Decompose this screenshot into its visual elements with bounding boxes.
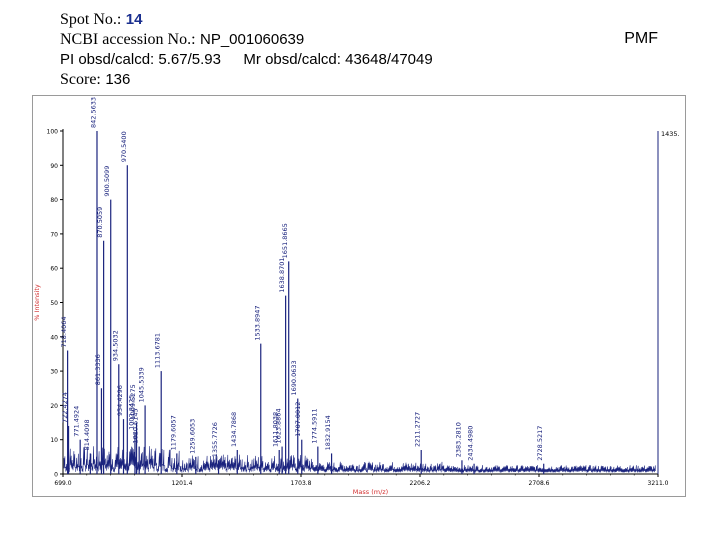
peak-label: 954.4296 [116, 385, 124, 416]
peak-label: 1832.9154 [324, 415, 332, 450]
peak-label: 1623.8864 [275, 408, 283, 443]
ncbi-line: NCBI accession No.: NP_001060639 [60, 30, 433, 50]
spot-value: 14 [125, 11, 143, 28]
peak-label: 2211.2727 [414, 412, 422, 447]
x-tick-label: 1703.8 [291, 480, 312, 487]
peak-label: 718.4064 [60, 317, 68, 348]
y-tick-label: 80 [50, 197, 58, 204]
y-tick-label: 30 [50, 369, 58, 376]
spot-label: Spot No.: [60, 11, 122, 28]
peak-label: 1690.0633 [290, 360, 298, 395]
y-axis-title: % Intensity [33, 284, 41, 321]
y-tick-label: 90 [50, 163, 58, 170]
pi-mr-line: PI obsd/calcd: 5.67/5.93 Mr obsd/calcd: … [60, 50, 433, 70]
pmf-label: PMF [624, 30, 658, 47]
peak-label: 870.5059 [96, 207, 104, 238]
peak-label: 1774.5911 [310, 408, 318, 443]
peak-label: 2434.4980 [467, 426, 475, 461]
y-tick-label: 100 [47, 129, 59, 136]
x-axis-title: Mass (m/z) [353, 488, 388, 496]
peak-label: 1707.0012 [294, 402, 302, 437]
spot-info-header: Spot No.: 14 NCBI accession No.: NP_0010… [60, 10, 433, 90]
peak-label: 814.4098 [83, 419, 91, 450]
peak-label: 1651.8665 [281, 223, 289, 258]
peak-label: 1638.8701 [278, 257, 286, 292]
peak-labels-layer: 722.4274 771.4924 718.4064 814.4098 842.5633… [60, 97, 544, 461]
peak-label: 2383.2810 [454, 422, 462, 457]
peak-label: 771.4924 [73, 406, 81, 437]
peak-label: 1009.5275 [129, 384, 137, 419]
peak-label: 1002.8425 [127, 395, 135, 430]
peak-label: 722.4274 [61, 392, 69, 423]
ncbi-value: NP_001060639 [199, 31, 305, 48]
spectrum-panel: 0 10 20 30 40 50 60 70 80 90 100 699.0 1201.4 1703.8 2… [32, 95, 686, 497]
mass-spectrum-chart: 0 10 20 30 40 50 60 70 80 90 100 699.0 1201.4 1703.8 2… [33, 97, 680, 497]
spot-line: Spot No.: 14 [60, 10, 433, 30]
x-tick-label: 2206.2 [410, 480, 431, 487]
peak-label: 1533.8947 [253, 306, 261, 341]
y-tick-label: 50 [50, 300, 58, 307]
x-tick-label: 699.0 [54, 480, 71, 487]
x-tick-label: 2708.6 [529, 480, 550, 487]
y-tick-label: 70 [50, 231, 58, 238]
peak-label: 1179.6057 [169, 415, 177, 450]
x-tick-label: 3211.0 [648, 480, 669, 487]
peak-label: 900.5099 [103, 166, 111, 197]
pi-text: PI obsd/calcd: 5.67/5.93 [60, 51, 221, 68]
mr-text: Mr obsd/calcd: 43648/47049 [243, 51, 433, 68]
axes: 0 10 20 30 40 50 60 70 80 90 100 699.0 1201.4 1703.8 2… [33, 129, 680, 497]
peak-label: 1611.8038 [272, 412, 280, 447]
peaks-layer [67, 131, 545, 474]
peak-label: 1259.6053 [188, 419, 196, 454]
peak-label: 1113.6781 [154, 333, 162, 368]
y-tick-label: 20 [50, 403, 58, 410]
peak-label: 934.5032 [111, 330, 119, 361]
score-value: 136 [105, 71, 131, 88]
y-tick-label: 0 [54, 472, 58, 479]
peak-label: 1355.7726 [211, 422, 219, 457]
y-tick-label: 40 [50, 334, 58, 341]
max-intensity-label: 1435. [661, 130, 680, 138]
baseline-noise [63, 446, 656, 473]
x-tick-label: 1201.4 [172, 480, 193, 487]
peak-label: 1434.7868 [230, 412, 238, 447]
score-label: Score: [60, 71, 101, 88]
y-tick-label: 10 [50, 437, 58, 444]
y-tick-label: 60 [50, 266, 58, 273]
score-line: Score: 136 [60, 70, 433, 90]
peak-label: 1020.6145 [132, 408, 140, 443]
peak-label: 1045.5339 [138, 367, 146, 402]
peak-label: 842.5633 [89, 97, 97, 128]
noise-trace [63, 446, 656, 473]
peak-label: 2728.5217 [536, 426, 544, 461]
ncbi-label: NCBI accession No.: [60, 31, 196, 48]
peak-label: 861.3336 [94, 354, 102, 385]
peak-label: 970.5400 [120, 131, 128, 162]
